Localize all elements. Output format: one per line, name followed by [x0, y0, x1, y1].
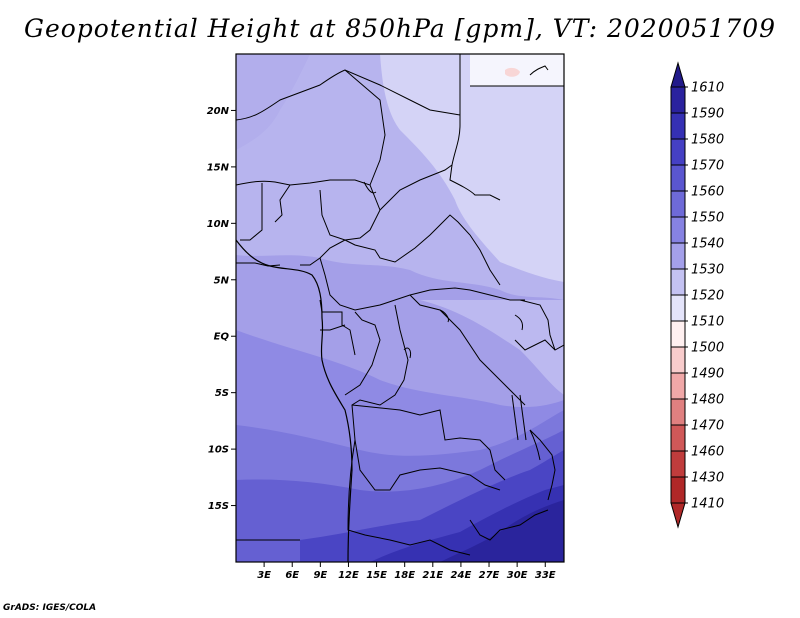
lat-tick-label: 15S: [208, 501, 229, 512]
band-1590: [440, 500, 564, 562]
lon-tick-label: 33E: [535, 570, 556, 581]
lon-tick-label: 18E: [394, 570, 415, 581]
band-ne-pink: [505, 67, 520, 77]
colorbar-label: 1540: [691, 237, 724, 252]
colorbar-label: 1530: [691, 263, 724, 278]
colorbar-swatch: [670, 164, 686, 192]
colorbar-label: 1490: [691, 367, 724, 382]
colorbar-swatch: [670, 372, 686, 400]
colorbar-label: 1410: [691, 497, 724, 512]
lon-tick-label: 9E: [313, 570, 327, 581]
lon-tick-label: 12E: [338, 570, 359, 581]
colorbar-swatch: [670, 294, 686, 322]
lat-tick-label: 5S: [215, 388, 229, 399]
colorbar-swatch: [670, 138, 686, 166]
grads-credit: GrADS: IGES/COLA: [3, 603, 97, 613]
map-title: Geopotential Height at 850hPa [gpm], VT:…: [23, 14, 777, 43]
colorbar-label: 1550: [691, 211, 724, 226]
colorbar-top-arrow: [670, 61, 686, 88]
colorbar-label: 1430: [691, 471, 724, 486]
colorbar-swatch: [670, 86, 686, 114]
coastline: [236, 239, 353, 562]
colorbar-swatch: [670, 450, 686, 478]
colorbar-label: 1570: [691, 159, 724, 174]
lon-tick-label: 21E: [422, 570, 443, 581]
lat-tick-label: 10S: [208, 445, 229, 456]
country-borders: [236, 54, 564, 556]
colorbar-swatch: [670, 242, 686, 270]
colorbar-label: 1590: [691, 107, 724, 122]
colorbar-swatch: [670, 216, 686, 244]
colorbar-label: 1510: [691, 315, 724, 330]
band-sahara-1520: [236, 54, 310, 150]
colorbar-swatch: [670, 476, 686, 504]
lon-tick-label: 15E: [366, 570, 387, 581]
colorbar-label: 1470: [691, 419, 724, 434]
colorbar-swatch: [670, 346, 686, 374]
band-congo-1530: [420, 300, 564, 395]
lon-tick-label: 27E: [479, 570, 500, 581]
map-area: [236, 54, 564, 562]
map-frame: [235, 53, 565, 563]
colorbar-label: 1610: [691, 81, 724, 96]
colorbar-swatch: [670, 190, 686, 218]
colorbar-label: 1560: [691, 185, 724, 200]
lat-tick-label: 15N: [207, 162, 230, 173]
colorbar-label: 1500: [691, 341, 724, 356]
lat-tick-label: EQ: [214, 332, 230, 343]
colorbar-label: 1480: [691, 393, 724, 408]
colorbar-label: 1460: [691, 445, 724, 460]
longitude-axis: 3E 6E 9E 12E 15E 18E 21E 24E 27E 30E 33E: [257, 562, 556, 581]
colorbar: 1610 1590 1580 1570 1560 1550 1540 1530 1520 1510…: [670, 61, 724, 529]
colorbar-label: 1520: [691, 289, 724, 304]
lon-tick-label: 3E: [257, 570, 271, 581]
lon-tick-label: 24E: [451, 570, 472, 581]
colorbar-label: 1580: [691, 133, 724, 148]
colorbar-swatch: [670, 398, 686, 426]
band-north-1520: [380, 54, 564, 282]
colorbar-bottom-arrow: [670, 502, 686, 529]
lon-tick-label: 30E: [507, 570, 528, 581]
latitude-axis: 20N 15N 10N 5N EQ 5S 10S 15S: [207, 106, 236, 512]
lat-tick-label: 20N: [207, 106, 230, 117]
lon-tick-label: 6E: [285, 570, 299, 581]
colorbar-swatch: [670, 268, 686, 296]
colorbar-swatch: [670, 424, 686, 452]
colorbar-swatch: [670, 320, 686, 348]
lat-tick-label: 10N: [207, 219, 230, 230]
lat-tick-label: 5N: [214, 275, 230, 286]
colorbar-swatch: [670, 112, 686, 140]
